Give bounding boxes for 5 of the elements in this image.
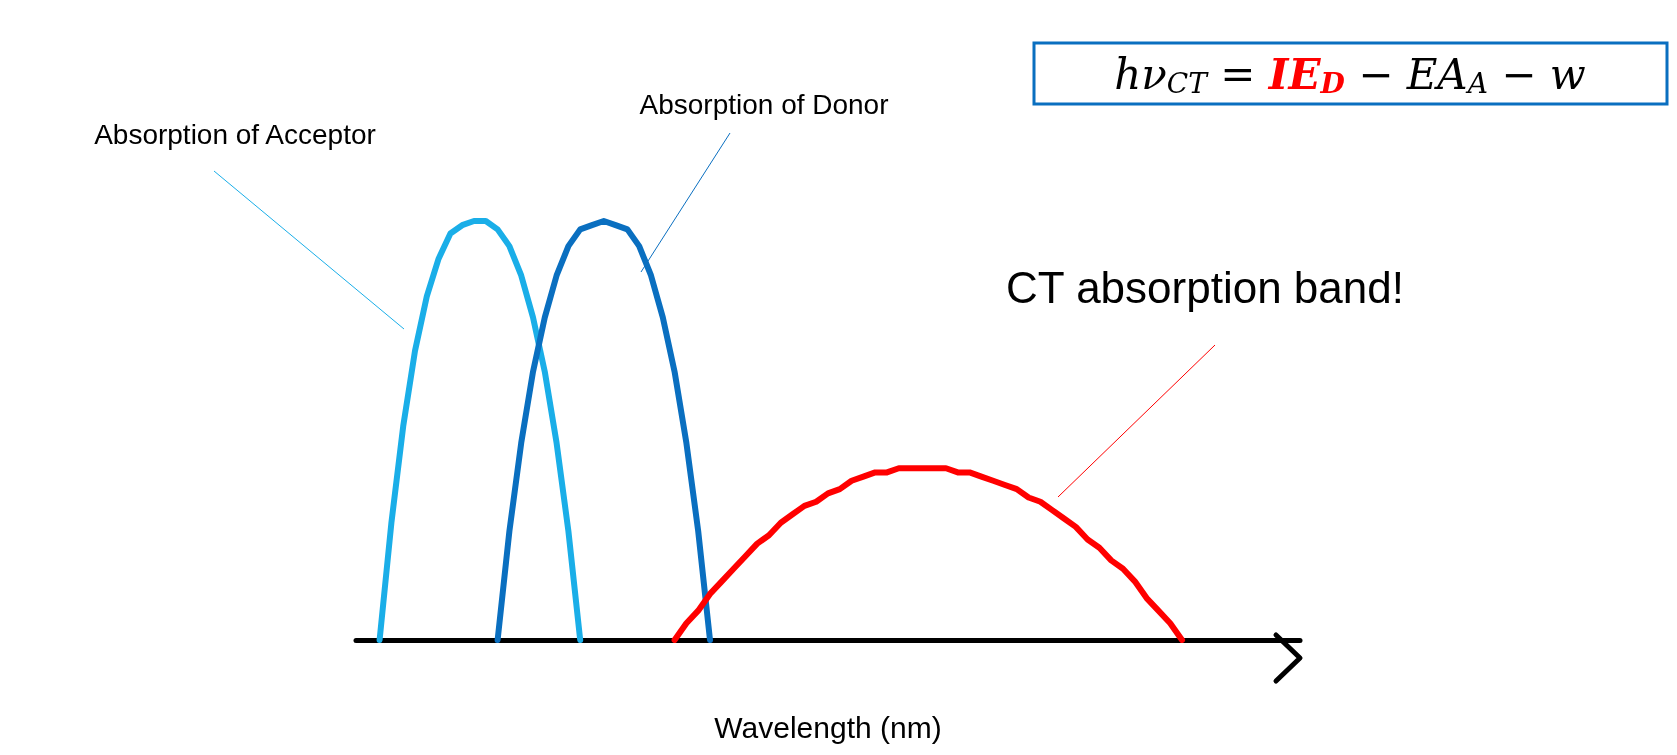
text: hνCT = IED − EAA − w bbox=[1114, 49, 1586, 100]
text: Absorption of Acceptor bbox=[94, 118, 376, 150]
x-axis-title: Wavelength (nm) bbox=[714, 710, 942, 744]
text: CT absorption band! bbox=[1006, 262, 1404, 312]
text: Absorption of Donor bbox=[639, 88, 889, 120]
